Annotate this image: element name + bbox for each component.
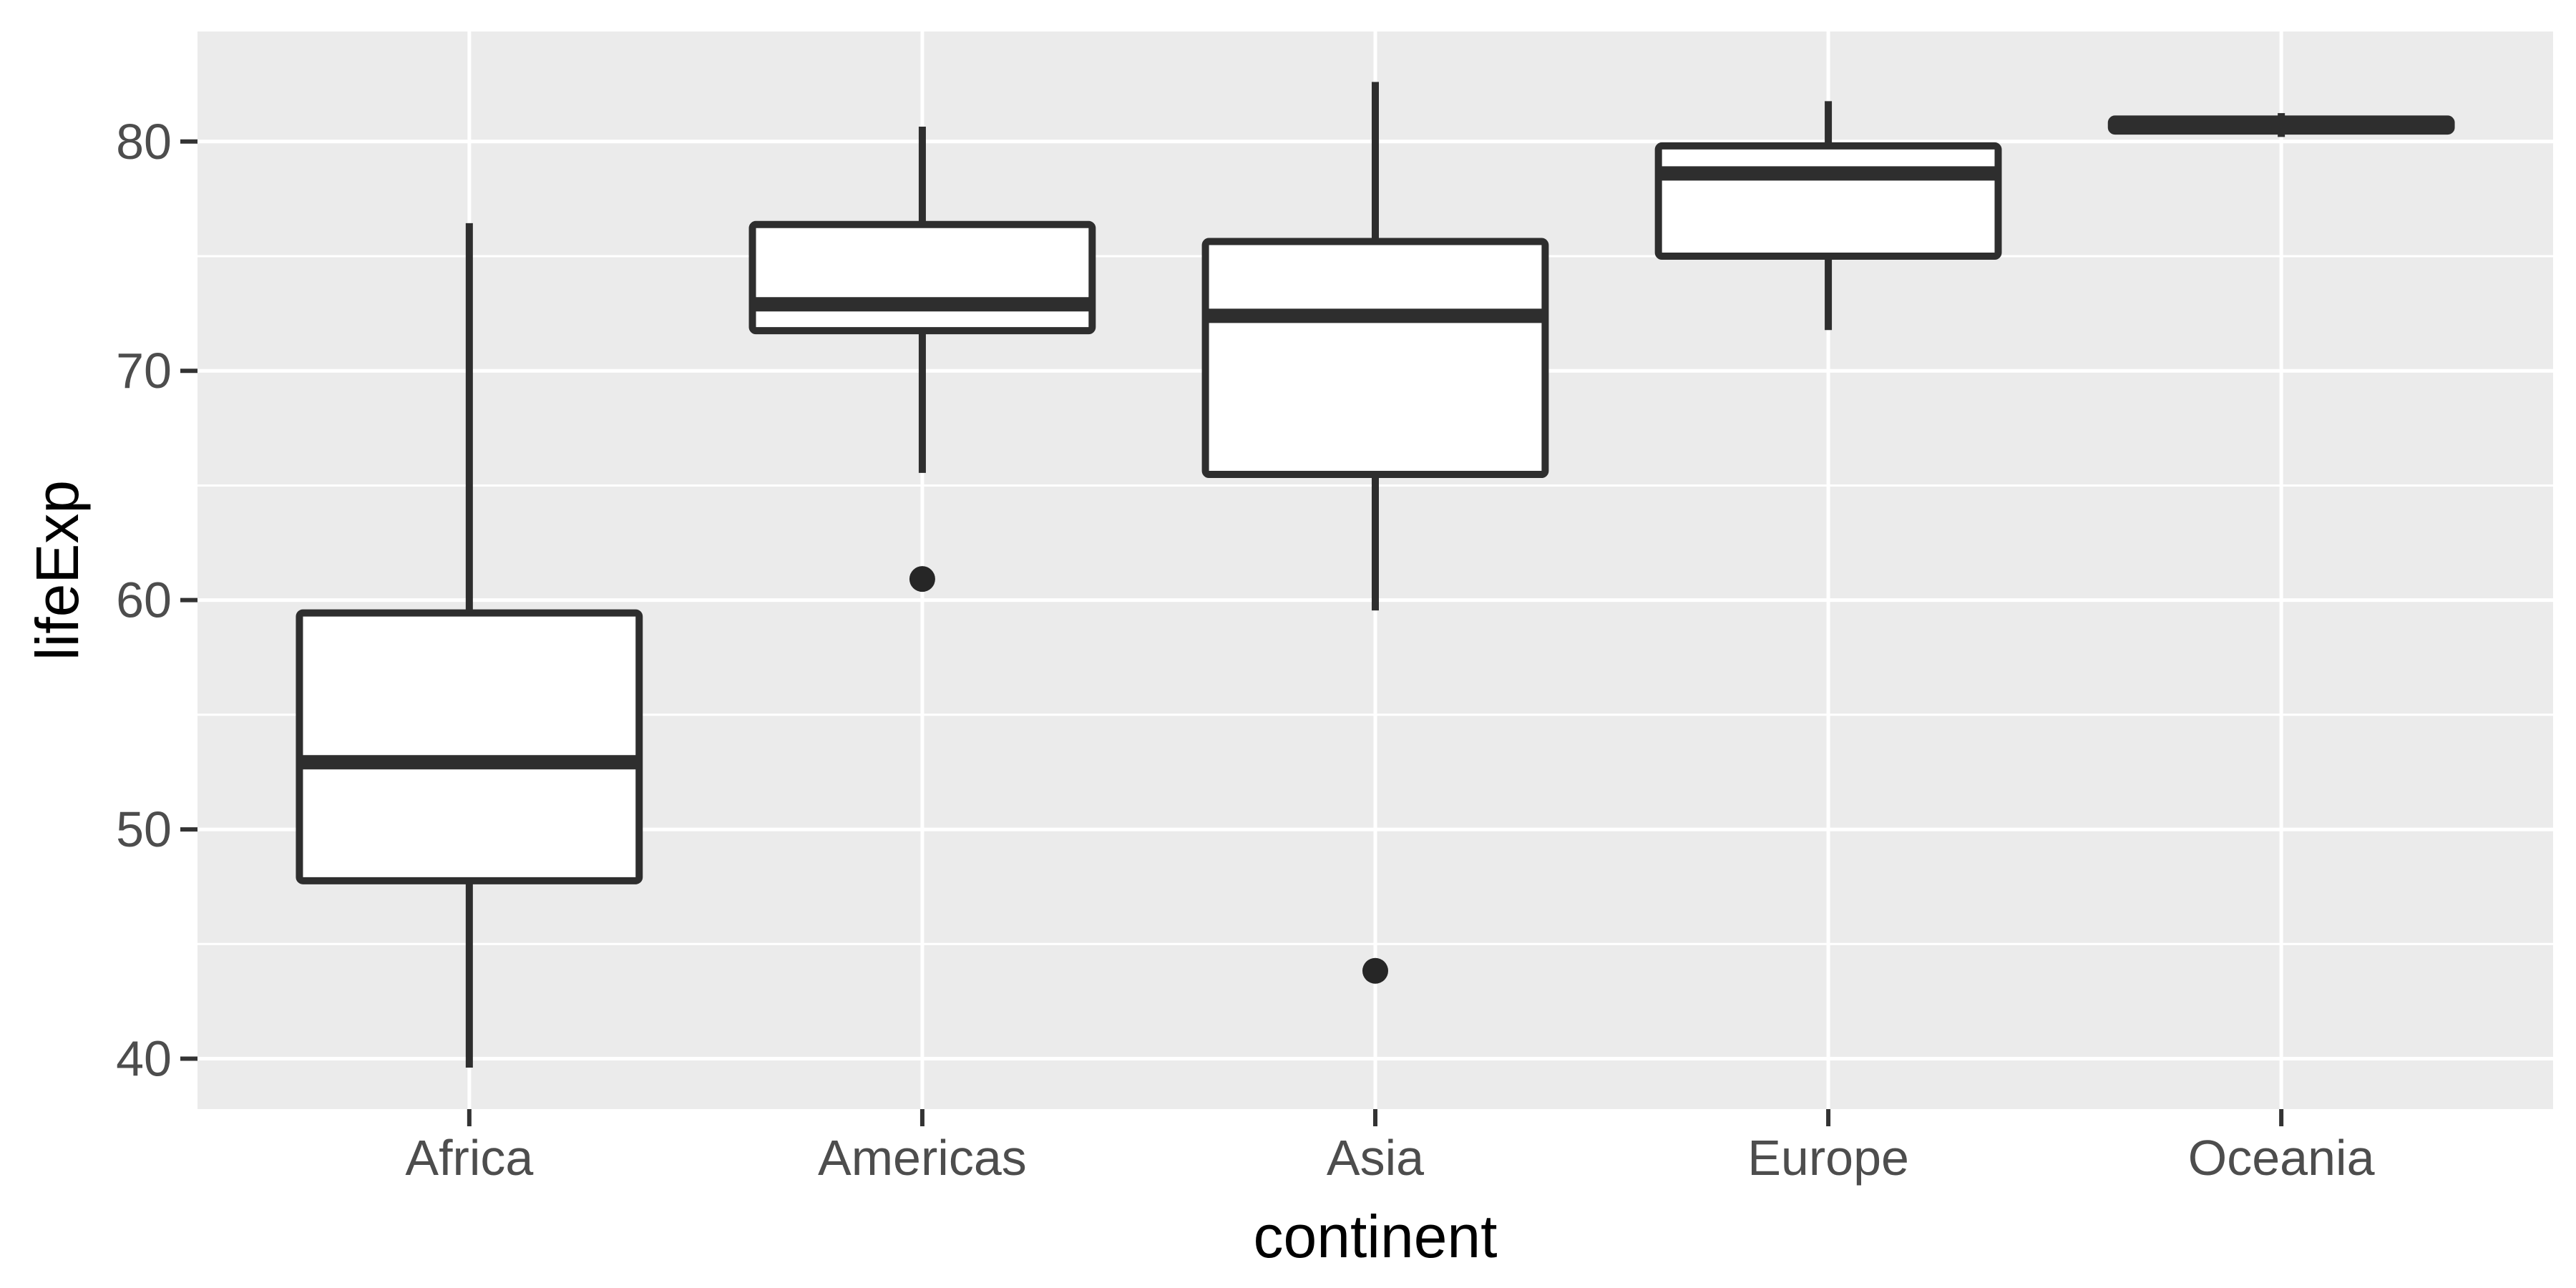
x-tick-label-americas: Americas — [818, 1130, 1027, 1186]
y-axis-title: lifeExp — [24, 479, 91, 661]
y-tick-label-40: 40 — [116, 1031, 172, 1087]
x-tick-label-oceania: Oceania — [2188, 1130, 2375, 1186]
box-africa — [296, 609, 643, 884]
x-tick-label-africa: Africa — [405, 1130, 533, 1186]
outlier-point-asia-0 — [1362, 957, 1388, 984]
outlier-point-americas-0 — [909, 566, 935, 592]
x-tick-label-asia: Asia — [1327, 1130, 1424, 1186]
y-tick-label-70: 70 — [116, 343, 172, 399]
x-tick-label-europe: Europe — [1747, 1130, 1909, 1186]
y-tick-label-80: 80 — [116, 114, 172, 170]
box-europe — [1654, 142, 2002, 260]
y-tick-label-50: 50 — [116, 801, 172, 857]
x-axis-title: continent — [1253, 1203, 1498, 1270]
box-asia — [1201, 238, 1549, 479]
y-tick-label-60: 60 — [116, 572, 172, 628]
box-americas — [748, 220, 1096, 335]
